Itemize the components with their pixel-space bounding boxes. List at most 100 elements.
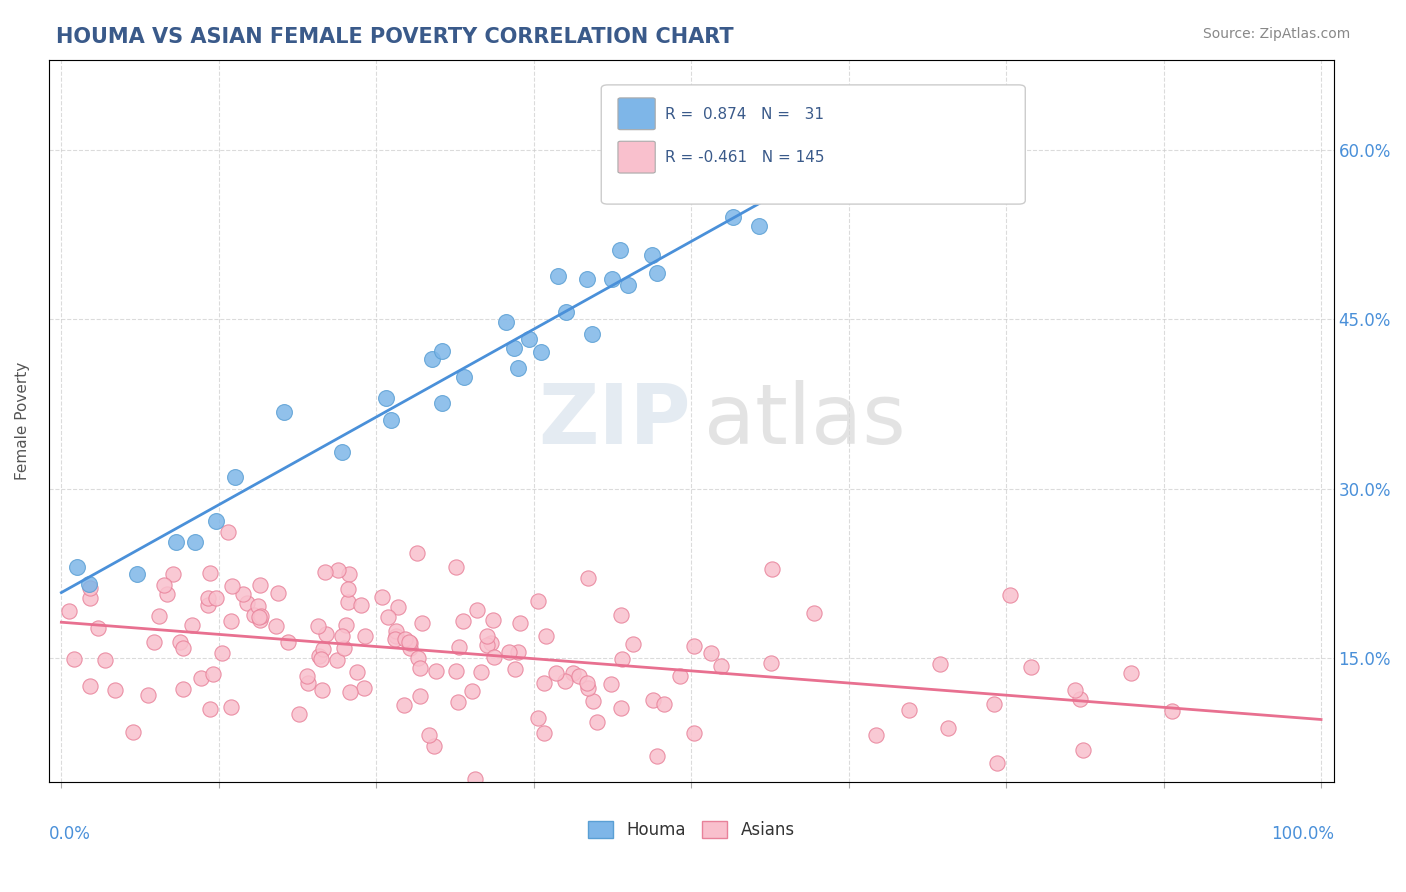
Point bbox=[337, 567, 360, 582]
Point bbox=[449, 640, 471, 655]
Point bbox=[181, 617, 204, 632]
Point bbox=[1063, 682, 1085, 697]
Point bbox=[165, 535, 187, 549]
Point bbox=[392, 698, 415, 712]
Point bbox=[335, 617, 357, 632]
Point bbox=[312, 641, 335, 656]
Point bbox=[266, 619, 288, 633]
Point bbox=[374, 391, 396, 405]
Point bbox=[297, 676, 319, 690]
Point bbox=[202, 666, 225, 681]
Text: Source: ZipAtlas.com: Source: ZipAtlas.com bbox=[1202, 27, 1350, 41]
Point bbox=[79, 581, 101, 595]
Legend: Houma, Asians: Houma, Asians bbox=[588, 821, 794, 838]
Text: 100.0%: 100.0% bbox=[1271, 825, 1334, 844]
Point bbox=[104, 683, 127, 698]
Point bbox=[547, 268, 569, 283]
Point bbox=[576, 272, 599, 286]
Point bbox=[495, 314, 517, 328]
Point bbox=[267, 586, 290, 600]
Point bbox=[411, 616, 433, 631]
Point bbox=[444, 665, 467, 679]
Point bbox=[122, 725, 145, 739]
Point bbox=[136, 689, 159, 703]
FancyBboxPatch shape bbox=[619, 98, 655, 129]
Point bbox=[184, 535, 207, 549]
Point bbox=[311, 683, 333, 698]
Point bbox=[371, 590, 394, 604]
Point bbox=[353, 681, 375, 695]
Point bbox=[153, 578, 176, 592]
Point bbox=[482, 613, 505, 627]
Point bbox=[562, 666, 585, 681]
Text: R =  0.874   N =   31: R = 0.874 N = 31 bbox=[665, 106, 824, 121]
Point bbox=[354, 629, 377, 643]
Point bbox=[1071, 743, 1094, 757]
Point bbox=[643, 692, 665, 706]
Point bbox=[555, 305, 578, 319]
Point bbox=[399, 640, 422, 655]
Point bbox=[998, 588, 1021, 602]
Point bbox=[929, 657, 952, 671]
Point bbox=[172, 640, 194, 655]
Point bbox=[197, 591, 219, 605]
Point bbox=[586, 715, 609, 730]
Point bbox=[582, 693, 605, 707]
Point bbox=[477, 629, 499, 643]
Point bbox=[346, 665, 368, 679]
Point bbox=[509, 615, 531, 630]
Point bbox=[198, 702, 221, 716]
Point bbox=[409, 661, 432, 675]
Point bbox=[172, 681, 194, 696]
Point bbox=[337, 594, 360, 608]
Text: atlas: atlas bbox=[704, 380, 905, 461]
Y-axis label: Female Poverty: Female Poverty bbox=[15, 362, 30, 480]
Point bbox=[506, 645, 529, 659]
Point bbox=[1121, 666, 1143, 681]
Point bbox=[249, 613, 271, 627]
Point bbox=[235, 596, 257, 610]
Point bbox=[761, 562, 783, 576]
Point bbox=[938, 722, 960, 736]
Point bbox=[554, 673, 576, 688]
Point bbox=[200, 566, 222, 581]
Point bbox=[533, 726, 555, 740]
Point bbox=[211, 646, 233, 660]
Point bbox=[219, 614, 242, 628]
Point bbox=[221, 579, 243, 593]
Text: ZIP: ZIP bbox=[538, 380, 692, 461]
Point bbox=[337, 582, 360, 596]
Point bbox=[330, 629, 353, 643]
Point bbox=[502, 341, 524, 355]
Point bbox=[77, 577, 100, 591]
Point bbox=[477, 638, 499, 652]
Point bbox=[156, 586, 179, 600]
Point bbox=[295, 669, 318, 683]
Point bbox=[710, 659, 733, 673]
Point bbox=[898, 703, 921, 717]
Text: HOUMA VS ASIAN FEMALE POVERTY CORRELATION CHART: HOUMA VS ASIAN FEMALE POVERTY CORRELATIO… bbox=[56, 27, 734, 46]
Point bbox=[307, 619, 329, 633]
Point bbox=[94, 653, 117, 667]
Point bbox=[1019, 660, 1042, 674]
Point bbox=[610, 700, 633, 714]
Point bbox=[406, 546, 429, 560]
Point bbox=[533, 676, 555, 690]
Point bbox=[482, 650, 505, 665]
Point bbox=[451, 614, 474, 628]
Point bbox=[536, 629, 558, 643]
Point bbox=[453, 369, 475, 384]
Point bbox=[79, 591, 101, 606]
Point bbox=[418, 728, 440, 742]
Point bbox=[384, 629, 406, 643]
Point bbox=[384, 632, 406, 647]
Point bbox=[430, 396, 453, 410]
Point bbox=[576, 570, 599, 584]
Point bbox=[143, 635, 166, 649]
Point bbox=[461, 683, 484, 698]
Point bbox=[465, 603, 488, 617]
Text: 0.0%: 0.0% bbox=[49, 825, 90, 844]
Point bbox=[761, 657, 783, 671]
Point bbox=[506, 360, 529, 375]
Point bbox=[581, 326, 603, 341]
